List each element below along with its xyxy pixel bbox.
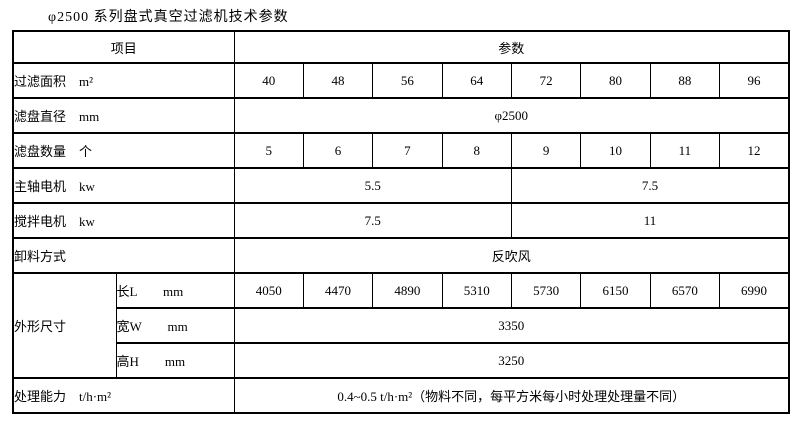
dimensions-width-label: 宽W mm: [115, 307, 235, 344]
row-disc-diameter: 滤盘直径 mm φ2500: [12, 97, 790, 134]
disc-count-value: 9: [510, 132, 582, 169]
disc-count-value: 10: [580, 132, 651, 169]
disc-count-label: 滤盘数量 个: [12, 132, 235, 169]
header-row: 项目 参数: [12, 30, 790, 64]
filter-area-label: 过滤面积 m²: [12, 62, 235, 99]
row-dimensions-height: 高H mm 3250: [13, 342, 790, 379]
disc-count-value: 6: [302, 132, 374, 169]
dimensions-length-value: 4470: [302, 272, 374, 309]
dimensions-length-value: 4890: [372, 272, 443, 309]
disc-count-value: 11: [649, 132, 721, 169]
disc-count-value: 12: [719, 132, 790, 169]
filter-area-value: 40: [233, 62, 304, 99]
dimensions-length-value: 5310: [441, 272, 512, 309]
dimensions-length-label: 长L mm: [115, 272, 235, 309]
row-dimensions-length: 外形尺寸 长L mm 4050 4470 4890 5310 5730 6150…: [12, 272, 790, 379]
filter-area-value: 96: [719, 62, 790, 99]
dimensions-length-value: 4050: [233, 272, 304, 309]
filter-area-value: 48: [302, 62, 374, 99]
dimensions-height-label: 高H mm: [115, 342, 235, 379]
discharge-label: 卸料方式: [12, 237, 235, 274]
filter-area-value: 64: [441, 62, 512, 99]
row-discharge: 卸料方式 反吹风: [12, 237, 790, 274]
dimensions-length-value: 6150: [580, 272, 651, 309]
disc-count-value: 8: [441, 132, 512, 169]
dimensions-length-value: 6570: [649, 272, 721, 309]
row-dimensions-width: 宽W mm 3350: [13, 307, 790, 344]
filter-area-value: 72: [510, 62, 582, 99]
dimensions-length-value: 6990: [719, 272, 790, 309]
capacity-value: 0.4~0.5 t/h·m²（物料不同，每平方米每小时处理处理量不同）: [233, 377, 790, 414]
row-capacity: 处理能力 t/h·m² 0.4~0.5 t/h·m²（物料不同，每平方米每小时处…: [12, 377, 790, 414]
discharge-value: 反吹风: [233, 237, 790, 274]
main-motor-label: 主轴电机 kw: [12, 167, 235, 204]
row-agitator-motor: 搅拌电机 kw 7.5 11: [12, 202, 790, 239]
filter-area-value: 88: [649, 62, 721, 99]
row-disc-count: 滤盘数量 个 5 6 7 8 9 10 11 12: [12, 132, 790, 169]
agitator-motor-value-left: 7.5: [233, 202, 512, 239]
filter-area-value: 80: [580, 62, 651, 99]
agitator-motor-value-right: 11: [510, 202, 790, 239]
main-motor-value-right: 7.5: [510, 167, 790, 204]
dimensions-height-value: 3250: [233, 342, 790, 379]
disc-count-value: 5: [233, 132, 304, 169]
page-title: φ2500 系列盘式真空过滤机技术参数: [48, 10, 289, 25]
row-main-motor: 主轴电机 kw 5.5 7.5: [12, 167, 790, 204]
header-item-cell: 项目: [12, 30, 235, 64]
disc-count-value: 7: [372, 132, 443, 169]
disc-diameter-value: φ2500: [233, 97, 790, 134]
dimensions-width-value: 3350: [233, 307, 790, 344]
disc-diameter-label: 滤盘直径 mm: [12, 97, 235, 134]
filter-area-value: 56: [372, 62, 443, 99]
agitator-motor-label: 搅拌电机 kw: [12, 202, 235, 239]
spec-table: 项目 参数 过滤面积 m² 40 48 56 64 72 80 88 96 滤盘…: [12, 30, 790, 414]
dimensions-label: 外形尺寸: [12, 272, 117, 379]
header-params-cell: 参数: [233, 30, 790, 64]
row-filter-area: 过滤面积 m² 40 48 56 64 72 80 88 96: [12, 62, 790, 99]
capacity-label: 处理能力 t/h·m²: [12, 377, 235, 414]
dimensions-length-value: 5730: [510, 272, 582, 309]
main-motor-value-left: 5.5: [233, 167, 512, 204]
